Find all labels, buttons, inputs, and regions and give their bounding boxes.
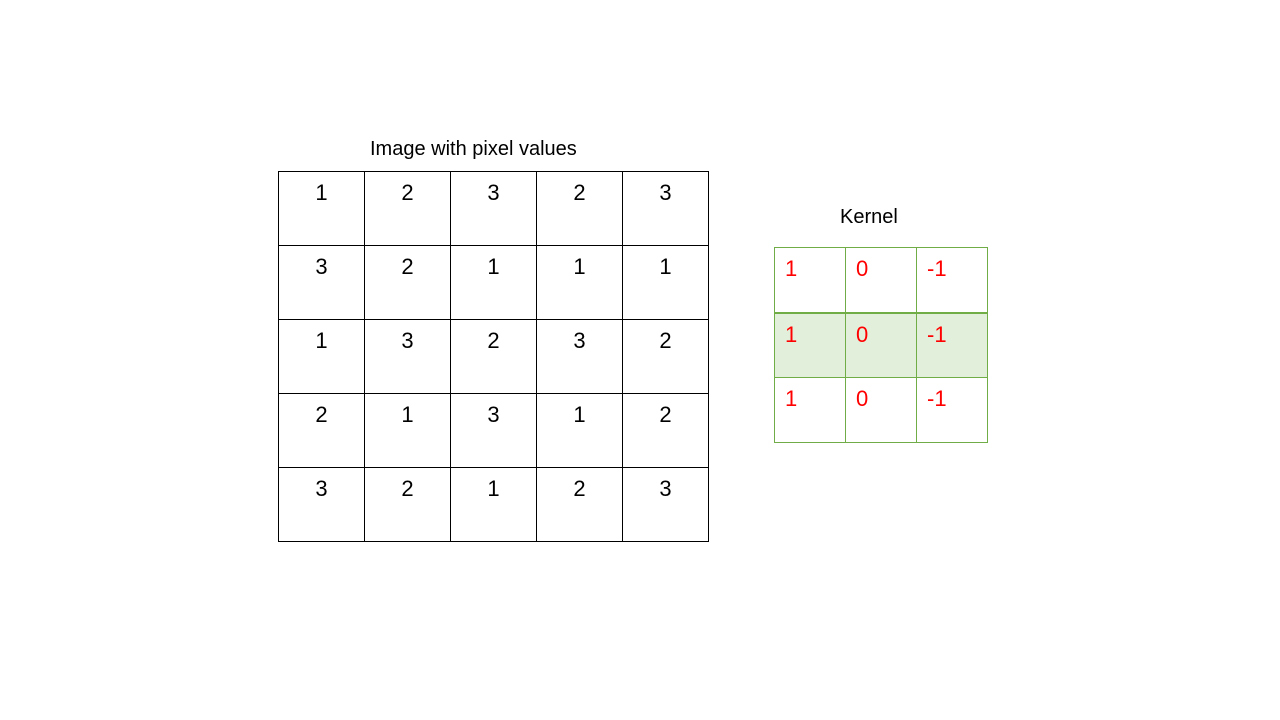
table-row: 3 2 1 1 1: [279, 246, 709, 320]
kernel-cell: 0: [846, 378, 917, 443]
image-cell: 3: [537, 320, 623, 394]
kernel-cell: 0: [846, 248, 917, 313]
image-cell: 3: [279, 468, 365, 542]
kernel-table-title: Kernel: [840, 206, 898, 229]
image-cell: 3: [451, 394, 537, 468]
image-cell: 3: [623, 468, 709, 542]
image-cell: 1: [537, 246, 623, 320]
image-cell: 2: [451, 320, 537, 394]
image-cell: 1: [451, 468, 537, 542]
table-row: 1 0 -1: [775, 313, 988, 378]
image-cell: 2: [279, 394, 365, 468]
kernel-cell: -1: [917, 378, 988, 443]
image-cell: 3: [451, 172, 537, 246]
image-cell: 2: [623, 320, 709, 394]
table-row: 3 2 1 2 3: [279, 468, 709, 542]
image-cell: 2: [365, 172, 451, 246]
image-cell: 2: [537, 172, 623, 246]
table-row: 1 2 3 2 3: [279, 172, 709, 246]
kernel-cell: 1: [775, 313, 846, 378]
table-row: 2 1 3 1 2: [279, 394, 709, 468]
table-row: 1 3 2 3 2: [279, 320, 709, 394]
image-cell: 2: [365, 468, 451, 542]
image-cell: 1: [279, 320, 365, 394]
image-cell: 3: [623, 172, 709, 246]
image-cell: 1: [537, 394, 623, 468]
image-cell: 1: [365, 394, 451, 468]
table-row: 1 0 -1: [775, 248, 988, 313]
image-cell: 1: [451, 246, 537, 320]
diagram-canvas: Image with pixel values 1 2 3 2 3 3 2 1 …: [0, 0, 1280, 720]
image-cell: 2: [365, 246, 451, 320]
image-pixel-table: 1 2 3 2 3 3 2 1 1 1 1 3 2 3 2 2 1 3 1 2: [278, 171, 709, 542]
kernel-cell: -1: [917, 313, 988, 378]
kernel-cell: 0: [846, 313, 917, 378]
image-cell: 2: [537, 468, 623, 542]
kernel-table: 1 0 -1 1 0 -1 1 0 -1: [774, 247, 988, 443]
kernel-cell: 1: [775, 248, 846, 313]
image-cell: 1: [623, 246, 709, 320]
image-table-title: Image with pixel values: [370, 138, 577, 161]
image-cell: 1: [279, 172, 365, 246]
table-row: 1 0 -1: [775, 378, 988, 443]
image-cell: 3: [279, 246, 365, 320]
image-cell: 2: [623, 394, 709, 468]
image-cell: 3: [365, 320, 451, 394]
kernel-cell: 1: [775, 378, 846, 443]
kernel-cell: -1: [917, 248, 988, 313]
